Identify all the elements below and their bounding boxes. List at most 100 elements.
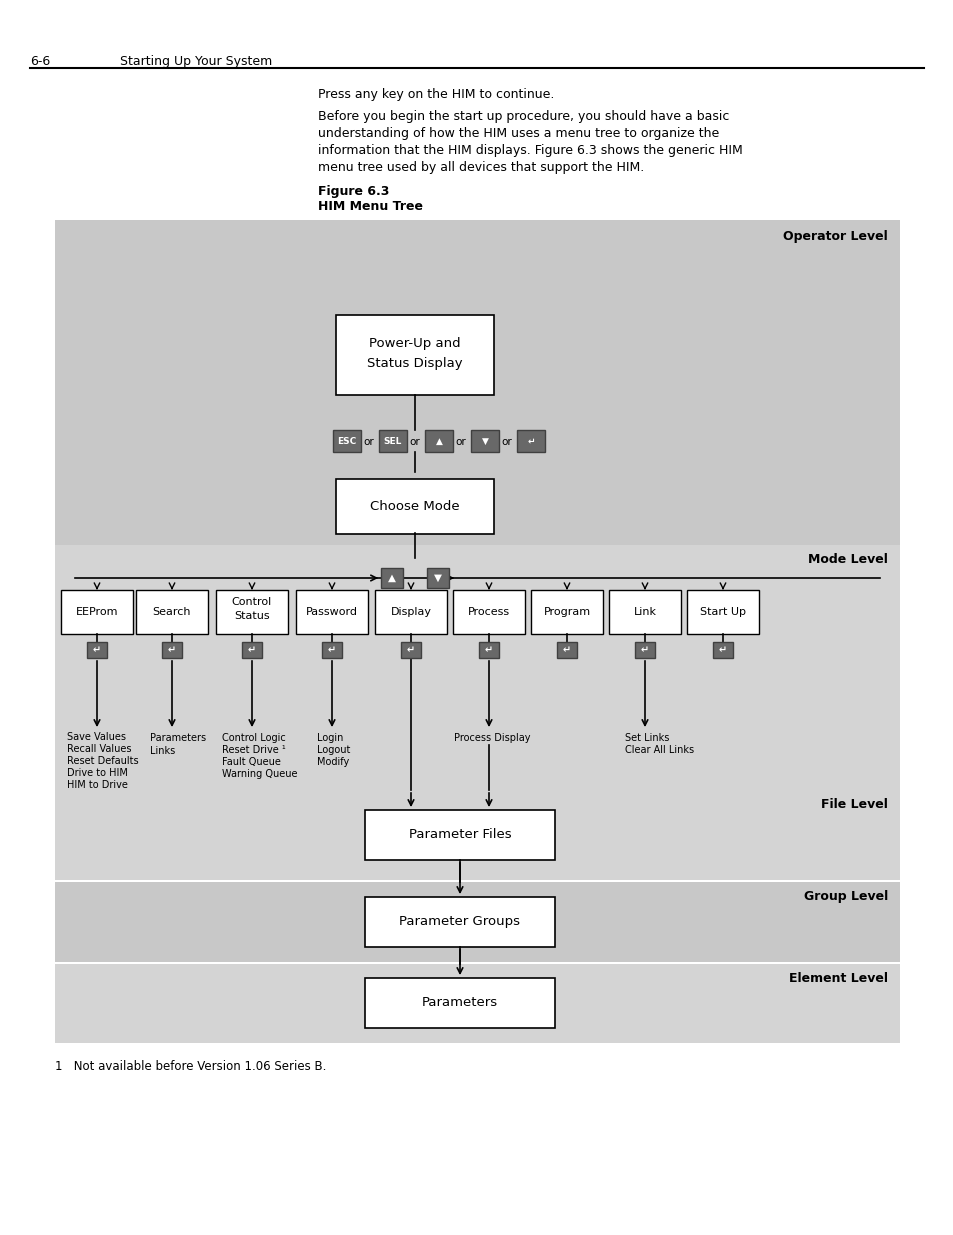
Bar — [55, 965, 899, 1044]
Bar — [55, 790, 899, 881]
Bar — [378, 430, 407, 452]
Text: Status: Status — [233, 611, 270, 621]
Text: ↵: ↵ — [484, 645, 493, 655]
Bar — [136, 590, 208, 634]
Bar — [335, 315, 494, 395]
Text: Before you begin the start up procedure, you should have a basic: Before you begin the start up procedure,… — [317, 110, 729, 124]
Bar — [557, 642, 577, 658]
Bar — [55, 545, 899, 790]
Text: menu tree used by all devices that support the HIM.: menu tree used by all devices that suppo… — [317, 161, 643, 174]
Text: Warning Queue: Warning Queue — [222, 769, 297, 779]
Text: Logout: Logout — [316, 745, 350, 755]
Text: Press any key on the HIM to continue.: Press any key on the HIM to continue. — [317, 88, 554, 101]
Bar — [55, 220, 899, 545]
Text: or: or — [500, 437, 511, 447]
Text: Drive to HIM: Drive to HIM — [67, 768, 128, 778]
Bar — [322, 642, 341, 658]
Text: Reset Drive ¹: Reset Drive ¹ — [222, 745, 286, 755]
Text: Program: Program — [543, 606, 590, 618]
Bar — [517, 430, 544, 452]
Bar — [333, 430, 360, 452]
Bar — [215, 590, 288, 634]
Text: Parameters: Parameters — [150, 734, 206, 743]
Bar — [424, 430, 453, 452]
Text: Recall Values: Recall Values — [67, 743, 132, 755]
Text: Control Logic: Control Logic — [222, 734, 286, 743]
Text: ▼: ▼ — [434, 573, 441, 583]
Bar — [380, 568, 402, 588]
Bar — [365, 810, 555, 860]
Text: EEProm: EEProm — [75, 606, 118, 618]
Text: ↵: ↵ — [562, 645, 571, 655]
Bar — [61, 590, 132, 634]
Bar — [453, 590, 524, 634]
Text: HIM to Drive: HIM to Drive — [67, 781, 128, 790]
Text: ▲: ▲ — [388, 573, 395, 583]
Text: Display: Display — [390, 606, 431, 618]
Text: Operator Level: Operator Level — [782, 230, 887, 243]
Text: Search: Search — [152, 606, 191, 618]
Text: ↵: ↵ — [640, 645, 648, 655]
Text: Link: Link — [633, 606, 656, 618]
Text: ↵: ↵ — [407, 645, 415, 655]
Bar — [87, 642, 107, 658]
Text: Choose Mode: Choose Mode — [370, 499, 459, 513]
Bar — [427, 568, 449, 588]
Text: 1   Not available before Version 1.06 Series B.: 1 Not available before Version 1.06 Seri… — [55, 1060, 326, 1073]
Bar — [471, 430, 498, 452]
Text: Process Display: Process Display — [454, 734, 530, 743]
Bar — [162, 642, 182, 658]
Text: Parameters: Parameters — [421, 997, 497, 1009]
Bar — [335, 479, 494, 534]
Bar — [686, 590, 759, 634]
Text: Starting Up Your System: Starting Up Your System — [120, 56, 272, 68]
Text: Control: Control — [232, 597, 272, 606]
Text: Group Level: Group Level — [803, 890, 887, 903]
Text: Figure 6.3: Figure 6.3 — [317, 185, 389, 198]
Text: Start Up: Start Up — [700, 606, 745, 618]
Bar — [242, 642, 262, 658]
Text: Set Links: Set Links — [624, 734, 669, 743]
Bar — [55, 882, 899, 962]
Text: Power-Up and: Power-Up and — [369, 336, 460, 350]
Text: Save Values: Save Values — [67, 732, 126, 742]
Text: Login: Login — [316, 734, 343, 743]
Text: ESC: ESC — [337, 436, 356, 446]
Text: or: or — [455, 437, 465, 447]
Text: 6-6: 6-6 — [30, 56, 51, 68]
Text: ▲: ▲ — [436, 436, 442, 446]
Bar — [478, 642, 498, 658]
Text: Parameter Files: Parameter Files — [408, 829, 511, 841]
Text: Clear All Links: Clear All Links — [624, 745, 694, 755]
Text: Parameter Groups: Parameter Groups — [399, 915, 520, 929]
Text: SEL: SEL — [383, 436, 402, 446]
Text: ↵: ↵ — [719, 645, 726, 655]
Text: Links: Links — [150, 746, 175, 756]
Text: Modify: Modify — [316, 757, 349, 767]
Bar — [375, 590, 447, 634]
Text: ↵: ↵ — [92, 645, 101, 655]
Text: Status Display: Status Display — [367, 357, 462, 369]
Text: ↵: ↵ — [248, 645, 255, 655]
Text: ↵: ↵ — [328, 645, 335, 655]
Text: or: or — [363, 437, 374, 447]
Text: ↵: ↵ — [168, 645, 176, 655]
Bar — [635, 642, 655, 658]
Bar — [531, 590, 602, 634]
Text: Process: Process — [468, 606, 510, 618]
Bar — [608, 590, 680, 634]
Text: understanding of how the HIM uses a menu tree to organize the: understanding of how the HIM uses a menu… — [317, 127, 719, 140]
Text: Mode Level: Mode Level — [807, 553, 887, 566]
Bar — [400, 642, 420, 658]
Text: ↵: ↵ — [527, 436, 535, 446]
Text: Reset Defaults: Reset Defaults — [67, 756, 138, 766]
Bar — [295, 590, 368, 634]
Text: or: or — [409, 437, 419, 447]
Text: information that the HIM displays. Figure 6.3 shows the generic HIM: information that the HIM displays. Figur… — [317, 144, 742, 157]
Text: HIM Menu Tree: HIM Menu Tree — [317, 200, 422, 212]
Text: ▼: ▼ — [481, 436, 488, 446]
Bar — [365, 897, 555, 947]
Text: File Level: File Level — [821, 798, 887, 811]
Text: Element Level: Element Level — [788, 972, 887, 986]
Bar — [365, 978, 555, 1028]
